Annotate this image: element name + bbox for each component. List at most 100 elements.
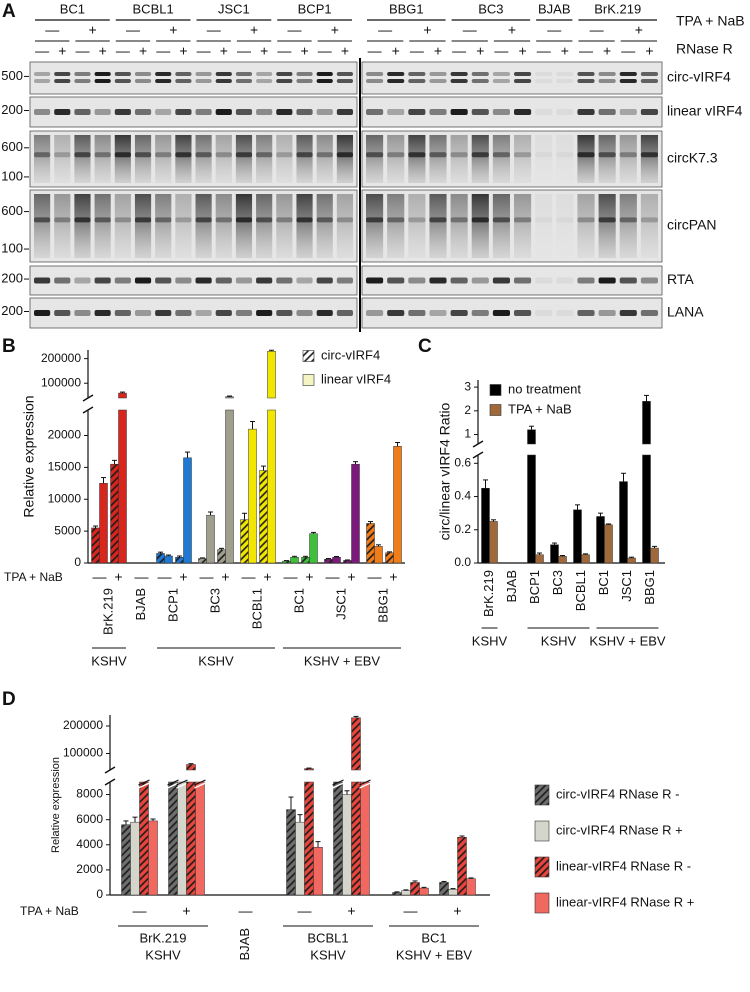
blot-band: [556, 310, 574, 316]
blot-band: [640, 152, 658, 158]
blot-band: [114, 277, 131, 284]
legend-swatch: [489, 404, 502, 416]
bar: [374, 546, 383, 564]
blot-band: [471, 277, 489, 284]
y-tick-label: 3: [464, 379, 471, 393]
blot-smear: [366, 135, 384, 183]
blot-band: [316, 310, 333, 316]
blot-band: [195, 79, 212, 83]
bar: [393, 446, 402, 564]
blot-smear: [336, 135, 353, 183]
error-bar: [219, 547, 224, 550]
blot-band: [195, 217, 212, 223]
blot-band: [256, 109, 273, 115]
x-tick-label: —: [368, 569, 382, 585]
rnase-sign: —: [75, 43, 89, 59]
bar-break: [194, 782, 206, 789]
cell-line-label: BCBL1: [133, 1, 174, 16]
blot-band: [556, 109, 574, 115]
blot-band: [577, 152, 595, 158]
blot-band: [598, 72, 616, 76]
legend-swatch: [534, 856, 550, 878]
y-tick-label: 2000: [76, 862, 103, 876]
bar: [248, 428, 257, 564]
rnase-sign: —: [35, 43, 49, 59]
blot-band: [74, 310, 91, 316]
blot-smear: [296, 135, 313, 183]
tpa-sign: —: [547, 22, 561, 38]
blot-band: [387, 310, 405, 316]
group-label: BC1: [421, 930, 446, 945]
blot-smear: [256, 194, 273, 258]
group-label: BC3: [207, 588, 222, 613]
blot-band: [598, 109, 616, 115]
rnase-sign: —: [197, 43, 211, 59]
bar: [206, 514, 215, 564]
y-tick-label: 0.2: [454, 522, 471, 536]
bar: [183, 457, 192, 564]
blot-band: [175, 310, 192, 316]
blot-background: [361, 61, 663, 95]
blot-band: [450, 79, 468, 83]
error-bar: [353, 461, 358, 465]
blot-band: [514, 217, 532, 223]
error-bar: [459, 835, 465, 838]
blot-smear: [450, 135, 468, 183]
bar: [439, 882, 449, 896]
error-bar: [529, 425, 534, 430]
error-bar: [334, 555, 339, 558]
bar: [139, 781, 149, 896]
error-bar: [468, 877, 474, 879]
error-bar: [345, 559, 350, 561]
blot-band: [366, 310, 384, 316]
cell-line-label: JSC1: [218, 1, 250, 16]
blot-band: [94, 277, 111, 284]
error-bar: [395, 442, 400, 447]
bar-upper: [304, 768, 314, 771]
bar: [466, 878, 476, 896]
blot-label: circ-vIRF4: [667, 69, 731, 85]
bar: [642, 454, 651, 564]
size-marker: 200: [1, 102, 23, 117]
y-tick-label: 6000: [76, 812, 103, 826]
blot-background: [361, 96, 663, 128]
blot-band: [640, 109, 658, 115]
error-bar: [208, 511, 213, 516]
blot-smear: [514, 194, 532, 258]
bar: [481, 487, 490, 564]
bar: [392, 892, 402, 896]
y-tick-label: 0.0: [454, 555, 471, 569]
tpa-sign: —: [126, 22, 140, 38]
blot-band: [215, 152, 232, 158]
blot-label: circK7.3: [667, 150, 718, 166]
blot-band: [235, 217, 253, 223]
blot-smear: [276, 194, 293, 258]
bar: [535, 554, 544, 564]
blot-band: [366, 79, 384, 83]
blot-smear: [535, 135, 553, 183]
blot-smear: [235, 194, 253, 258]
error-bar: [368, 521, 373, 524]
axis-break: [82, 394, 94, 402]
panel-label: B: [2, 336, 16, 357]
blot-band: [256, 217, 273, 223]
supergroup-label: KSHV: [198, 653, 234, 668]
blot-band: [640, 217, 658, 223]
bar: [366, 523, 375, 564]
blot-band: [577, 310, 595, 316]
blot-band: [114, 109, 131, 115]
supergroup-label: KSHV: [310, 947, 346, 962]
blot-band: [514, 79, 532, 83]
blot-band: [215, 217, 232, 223]
blot-band: [94, 310, 111, 316]
rnase-sign: —: [537, 43, 551, 59]
blot-band: [450, 109, 468, 115]
blot-band: [336, 109, 353, 115]
blot-band: [450, 217, 468, 223]
tpa-sign: +: [331, 22, 339, 38]
group-label: BCP1: [165, 588, 180, 622]
legend-swatch: [302, 350, 315, 362]
x-tick-label: +: [305, 569, 313, 585]
blot-band: [336, 310, 353, 316]
blot-band: [514, 152, 532, 158]
